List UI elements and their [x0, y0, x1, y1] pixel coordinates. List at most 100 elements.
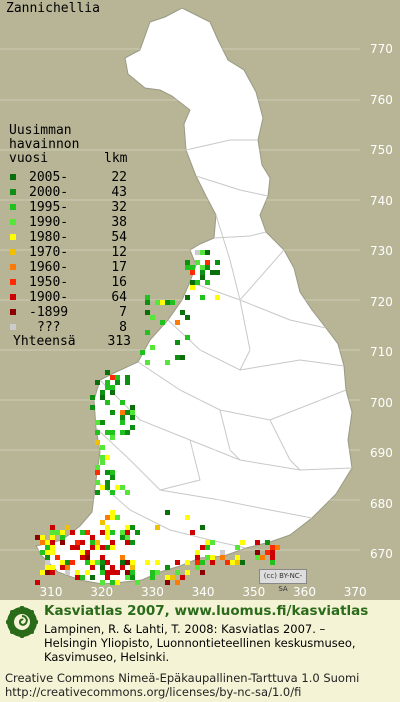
occurrence-square — [265, 550, 270, 555]
legend-count: 7 — [119, 305, 127, 320]
occurrence-square — [215, 270, 220, 275]
occurrence-square — [165, 565, 170, 570]
kasviatlas-link[interactable]: Kasviatlas 2007, www.luomus.fi/kasviatla… — [44, 603, 369, 619]
occurrence-square — [115, 570, 120, 575]
occurrence-square — [90, 395, 95, 400]
occurrence-square — [110, 545, 115, 550]
occurrence-square — [70, 545, 75, 550]
occurrence-square — [140, 350, 145, 355]
occurrence-square — [195, 280, 200, 285]
legend-item: ??? 8 — [9, 320, 149, 335]
occurrence-square — [105, 570, 110, 575]
occurrence-square — [65, 565, 70, 570]
occurrence-square — [80, 540, 85, 545]
occurrence-square — [125, 380, 130, 385]
legend-total: Yhteensä 313 — [13, 334, 153, 349]
occurrence-square — [90, 565, 95, 570]
license-text: Creative Commons Nimeä-Epäkaupallinen-Ta… — [5, 671, 359, 699]
occurrence-square — [45, 565, 50, 570]
occurrence-square — [180, 310, 185, 315]
occurrence-square — [105, 525, 110, 530]
legend-label: 1950- — [29, 275, 69, 290]
occurrence-square — [50, 570, 55, 575]
occurrence-square — [120, 410, 125, 415]
legend-item: 2000- 43 — [9, 185, 149, 200]
occurrence-square — [185, 315, 190, 320]
occurrence-square — [45, 570, 50, 575]
occurrence-square — [150, 575, 155, 580]
legend-count: 32 — [111, 200, 127, 215]
occurrence-square — [60, 535, 65, 540]
occurrence-square — [270, 555, 275, 560]
occurrence-square — [120, 420, 125, 425]
legend-count: 12 — [111, 245, 127, 260]
x-tick-label: 370 — [343, 585, 367, 599]
occurrence-square — [120, 535, 125, 540]
occurrence-square — [145, 330, 150, 335]
legend-heading-line: Uusimman — [9, 123, 72, 138]
legend-item: 1900- 64 — [9, 290, 149, 305]
occurrence-square — [100, 420, 105, 425]
occurrence-square — [205, 540, 210, 545]
occurrence-square — [110, 490, 115, 495]
occurrence-square — [190, 285, 195, 290]
y-tick-label: 690 — [370, 446, 393, 460]
legend-label: ??? — [37, 320, 61, 335]
legend-swatch — [10, 309, 16, 315]
occurrence-square — [150, 570, 155, 575]
x-tick-label: 360 — [293, 585, 316, 599]
occurrence-square — [160, 320, 165, 325]
x-tick-label: 310 — [39, 585, 63, 599]
license-url[interactable]: http://creativecommons.org/licenses/by-n… — [5, 685, 302, 699]
occurrence-square — [200, 275, 205, 280]
occurrence-square — [35, 535, 40, 540]
y-tick-label: 730 — [370, 244, 393, 258]
citation-line: Helsingin Yliopisto, Luonnontieteellinen… — [44, 636, 356, 650]
occurrence-square — [215, 295, 220, 300]
occurrence-square — [100, 390, 105, 395]
occurrence-square — [130, 410, 135, 415]
occurrence-square — [260, 555, 265, 560]
occurrence-square — [95, 490, 100, 495]
legend-swatch — [10, 204, 16, 210]
occurrence-square — [135, 580, 140, 585]
occurrence-square — [185, 570, 190, 575]
occurrence-square — [235, 545, 240, 550]
footer — [0, 600, 400, 702]
occurrence-square — [235, 560, 240, 565]
occurrence-square — [175, 580, 180, 585]
occurrence-square — [90, 535, 95, 540]
occurrence-square — [165, 510, 170, 515]
occurrence-square — [100, 395, 105, 400]
occurrence-square — [105, 575, 110, 580]
occurrence-square — [210, 270, 215, 275]
distribution-map — [0, 0, 400, 600]
occurrence-square — [185, 295, 190, 300]
occurrence-square — [110, 540, 115, 545]
y-tick-label: 710 — [370, 345, 393, 359]
license-badge[interactable]: (cc) BY-NC-SA — [259, 569, 307, 593]
occurrence-square — [155, 300, 160, 305]
legend-count: 64 — [111, 290, 127, 305]
species-title: Zannichellia — [6, 1, 100, 16]
occurrence-square — [110, 565, 115, 570]
legend-heading: Uusimman havainnon vuosi lkm — [9, 123, 127, 166]
occurrence-square — [275, 545, 280, 550]
occurrence-square — [175, 355, 180, 360]
occurrence-square — [40, 550, 45, 555]
occurrence-square — [60, 540, 65, 545]
occurrence-square — [50, 550, 55, 555]
occurrence-square — [95, 560, 100, 565]
grid-lines — [0, 48, 360, 551]
occurrence-square — [105, 515, 110, 520]
legend-item: 1980- 54 — [9, 230, 149, 245]
occurrence-square — [75, 575, 80, 580]
legend-label: 1970- — [29, 245, 69, 260]
legend-label: 1980- — [29, 230, 69, 245]
occurrence-square — [110, 430, 115, 435]
occurrence-square — [175, 320, 180, 325]
occurrence-square — [220, 555, 225, 560]
occurrence-square — [220, 550, 225, 555]
occurrence-square — [105, 470, 110, 475]
occurrence-square — [195, 565, 200, 570]
